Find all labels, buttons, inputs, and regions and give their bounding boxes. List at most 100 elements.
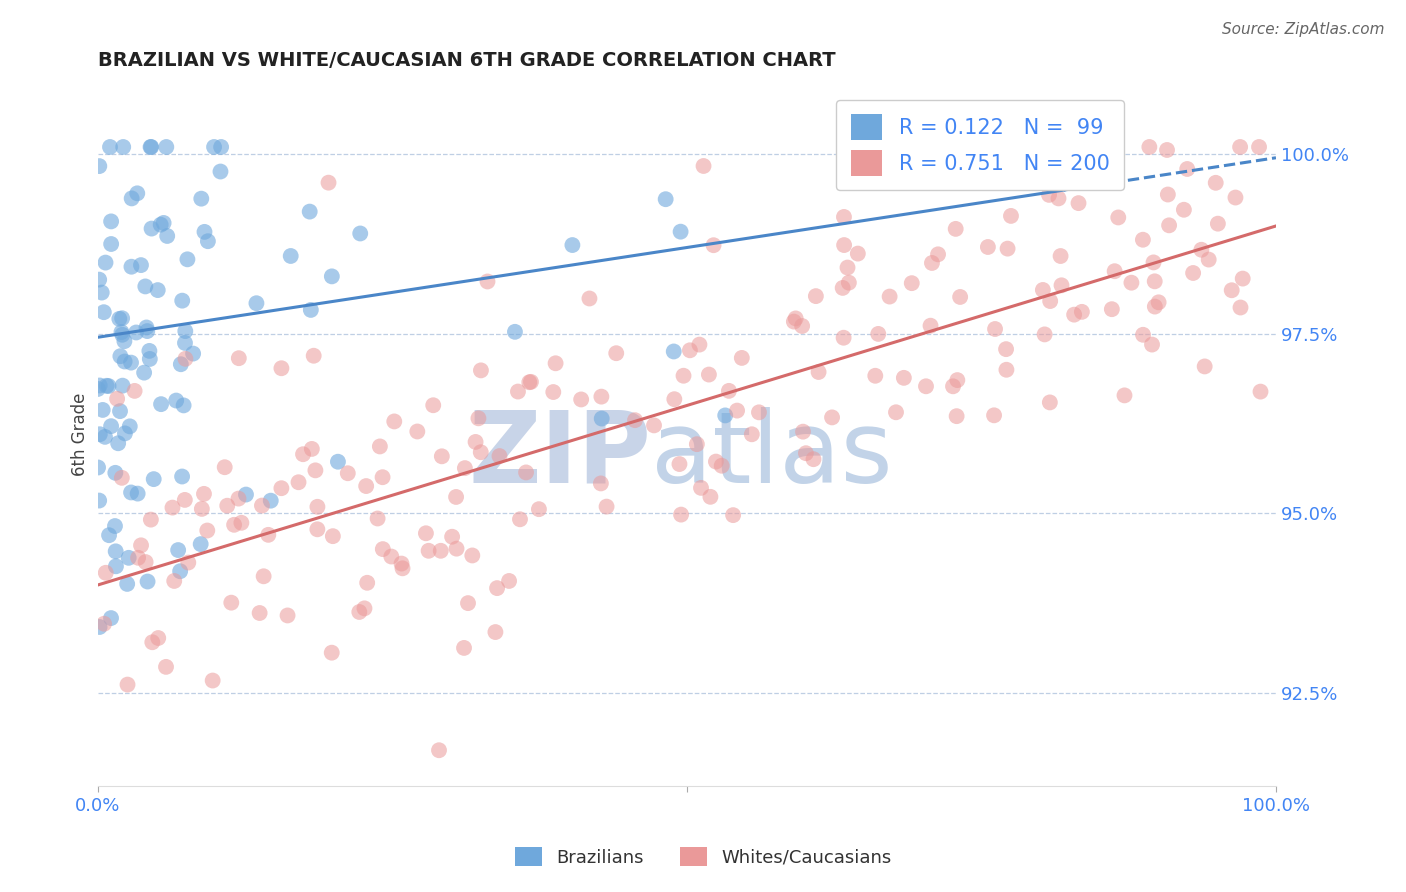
Point xyxy=(260,493,283,508)
Point xyxy=(1147,295,1170,310)
Point xyxy=(191,502,214,516)
Point xyxy=(152,216,174,230)
Point xyxy=(591,411,613,425)
Point xyxy=(280,249,302,263)
Point xyxy=(100,214,122,228)
Point xyxy=(134,366,156,380)
Point xyxy=(900,276,922,290)
Point xyxy=(703,238,725,252)
Point xyxy=(995,342,1018,356)
Point xyxy=(595,500,617,514)
Point xyxy=(704,454,727,468)
Point xyxy=(112,140,135,154)
Point xyxy=(141,140,163,154)
Point xyxy=(136,574,159,589)
Point xyxy=(353,601,375,615)
Point xyxy=(794,446,817,460)
Point xyxy=(104,544,127,558)
Point xyxy=(110,325,132,339)
Point xyxy=(190,537,212,551)
Point xyxy=(1140,337,1163,351)
Point xyxy=(169,564,191,578)
Point xyxy=(792,318,814,333)
Point xyxy=(307,500,329,514)
Point xyxy=(302,349,325,363)
Point xyxy=(654,192,676,206)
Point xyxy=(461,549,484,563)
Point xyxy=(429,543,451,558)
Point xyxy=(1039,294,1062,309)
Point xyxy=(118,550,141,565)
Point xyxy=(148,631,170,645)
Point xyxy=(231,516,253,530)
Point xyxy=(1173,202,1195,217)
Point xyxy=(177,556,200,570)
Point xyxy=(624,413,647,427)
Point xyxy=(679,343,702,358)
Point xyxy=(591,390,613,404)
Point xyxy=(1114,388,1136,402)
Point xyxy=(741,427,763,442)
Point xyxy=(561,238,583,252)
Point xyxy=(217,499,239,513)
Point xyxy=(114,354,136,368)
Point xyxy=(915,379,938,393)
Point xyxy=(444,490,467,504)
Point xyxy=(543,385,565,400)
Point xyxy=(643,418,665,433)
Point xyxy=(193,225,215,239)
Point xyxy=(688,337,710,351)
Point xyxy=(349,227,371,241)
Point xyxy=(1205,176,1227,190)
Point xyxy=(209,140,232,154)
Point xyxy=(1159,219,1181,233)
Point xyxy=(368,439,391,453)
Point xyxy=(98,528,121,542)
Point xyxy=(94,255,117,269)
Point xyxy=(111,471,134,485)
Point xyxy=(1005,170,1028,185)
Point xyxy=(193,487,215,501)
Point xyxy=(111,327,134,342)
Point xyxy=(893,371,915,385)
Point xyxy=(498,574,520,588)
Point xyxy=(93,305,115,319)
Point xyxy=(105,392,128,406)
Point xyxy=(174,335,197,350)
Point xyxy=(96,378,118,392)
Point xyxy=(832,210,855,224)
Point xyxy=(927,247,949,261)
Point xyxy=(470,363,492,377)
Point xyxy=(367,511,389,525)
Point xyxy=(717,384,740,398)
Point xyxy=(90,285,112,300)
Point xyxy=(984,322,1007,336)
Point xyxy=(100,237,122,252)
Point xyxy=(173,492,195,507)
Point xyxy=(112,334,135,348)
Point xyxy=(139,140,162,154)
Point xyxy=(176,252,198,267)
Point xyxy=(1156,143,1178,157)
Text: Source: ZipAtlas.com: Source: ZipAtlas.com xyxy=(1222,22,1385,37)
Point xyxy=(197,234,219,248)
Point xyxy=(714,409,737,423)
Point xyxy=(141,635,163,649)
Point xyxy=(1067,196,1090,211)
Y-axis label: 6th Grade: 6th Grade xyxy=(72,392,89,476)
Point xyxy=(135,320,157,334)
Point xyxy=(846,246,869,260)
Point xyxy=(382,414,405,428)
Point xyxy=(141,221,163,235)
Point xyxy=(803,452,825,467)
Point xyxy=(486,581,509,595)
Point xyxy=(837,260,859,275)
Point xyxy=(454,461,477,475)
Point xyxy=(235,487,257,501)
Point xyxy=(669,508,692,522)
Point xyxy=(527,502,550,516)
Point xyxy=(1132,327,1154,342)
Point xyxy=(544,356,567,370)
Point xyxy=(87,382,110,396)
Text: BRAZILIAN VS WHITE/CAUCASIAN 6TH GRADE CORRELATION CHART: BRAZILIAN VS WHITE/CAUCASIAN 6TH GRADE C… xyxy=(97,51,835,70)
